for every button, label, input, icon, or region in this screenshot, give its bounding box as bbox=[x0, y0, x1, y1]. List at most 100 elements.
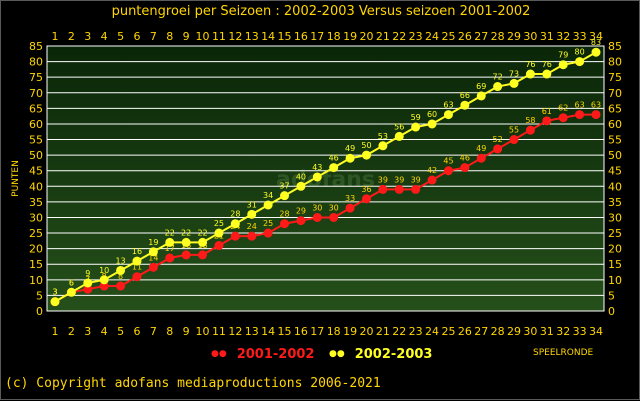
y-tick-label-right: 25 bbox=[608, 227, 622, 240]
y-tick-label-left: 10 bbox=[29, 274, 43, 287]
data-label-2001-2002: 30 bbox=[312, 203, 322, 212]
data-label-2002-2003: 72 bbox=[493, 73, 503, 82]
y-tick-label-left: 70 bbox=[29, 87, 43, 100]
data-point-2002-2003 bbox=[181, 237, 191, 247]
plot-area bbox=[47, 46, 604, 311]
y-tick-label-right: 20 bbox=[608, 243, 622, 256]
x-tick-label-top: 6 bbox=[133, 30, 140, 43]
x-tick-label-top: 29 bbox=[507, 30, 521, 43]
y-tick-label-left: 85 bbox=[29, 40, 43, 53]
data-label-2001-2002: 39 bbox=[411, 175, 421, 184]
data-point-2001-2002 bbox=[312, 212, 322, 222]
y-tick-label-right: 10 bbox=[608, 274, 622, 287]
data-point-2002-2003 bbox=[214, 228, 224, 238]
x-tick-label-top: 3 bbox=[84, 30, 91, 43]
data-point-2002-2003 bbox=[99, 275, 109, 285]
data-point-2001-2002 bbox=[132, 272, 142, 282]
x-tick-label-top: 26 bbox=[458, 30, 472, 43]
data-point-2001-2002 bbox=[247, 231, 257, 241]
x-tick-label-top: 5 bbox=[117, 30, 124, 43]
y-tick-label-right: 85 bbox=[608, 40, 622, 53]
data-label-2001-2002: 36 bbox=[361, 185, 371, 194]
data-point-2001-2002 bbox=[443, 166, 453, 176]
data-point-2001-2002 bbox=[411, 184, 421, 194]
x-tick-label-top: 32 bbox=[556, 30, 570, 43]
series-line-2002-2003 bbox=[54, 51, 597, 303]
data-label-2001-2002: 58 bbox=[525, 116, 535, 125]
data-label-2002-2003: 53 bbox=[378, 132, 388, 141]
y-tick-label-right: 0 bbox=[608, 305, 615, 318]
data-point-2001-2002 bbox=[345, 203, 355, 213]
data-point-2002-2003 bbox=[509, 78, 519, 88]
data-label-2002-2003: 13 bbox=[115, 256, 125, 265]
data-label-2001-2002: 25 bbox=[263, 219, 273, 228]
data-point-2002-2003 bbox=[247, 209, 257, 219]
data-point-2001-2002 bbox=[542, 116, 552, 126]
legend-marker-yellow-icon: ●● bbox=[329, 349, 345, 359]
data-point-2002-2003 bbox=[525, 69, 535, 79]
data-label-2001-2002: 42 bbox=[427, 166, 437, 175]
data-point-2002-2003 bbox=[230, 219, 240, 229]
x-tick-label-top: 18 bbox=[327, 30, 341, 43]
x-tick-label-bottom: 14 bbox=[261, 325, 275, 338]
data-point-2002-2003 bbox=[575, 57, 585, 67]
data-label-2002-2003: 19 bbox=[148, 238, 158, 247]
data-point-2001-2002 bbox=[509, 135, 519, 145]
data-point-2001-2002 bbox=[361, 194, 371, 204]
x-tick-label-top: 10 bbox=[196, 30, 210, 43]
y-tick-label-left: 30 bbox=[29, 211, 43, 224]
x-tick-label-bottom: 32 bbox=[556, 325, 570, 338]
data-label-2002-2003: 49 bbox=[345, 144, 355, 153]
data-label-2002-2003: 9 bbox=[85, 269, 90, 278]
data-point-2002-2003 bbox=[329, 163, 339, 173]
data-label-2002-2003: 80 bbox=[575, 48, 585, 57]
data-label-2001-2002: 39 bbox=[394, 175, 404, 184]
data-point-2001-2002 bbox=[394, 184, 404, 194]
x-tick-label-bottom: 2 bbox=[68, 325, 75, 338]
data-point-2001-2002 bbox=[591, 110, 601, 120]
x-tick-label-bottom: 13 bbox=[245, 325, 259, 338]
data-point-2002-2003 bbox=[312, 172, 322, 182]
data-label-2002-2003: 16 bbox=[132, 247, 142, 256]
data-label-2002-2003: 79 bbox=[558, 51, 568, 60]
data-label-2001-2002: 63 bbox=[591, 101, 601, 110]
x-tick-label-bottom: 16 bbox=[294, 325, 308, 338]
data-label-2002-2003: 76 bbox=[525, 60, 535, 69]
data-label-2002-2003: 60 bbox=[427, 110, 437, 119]
data-label-2001-2002: 8 bbox=[118, 272, 123, 281]
data-label-2001-2002: 3 bbox=[52, 288, 57, 297]
data-label-2002-2003: 83 bbox=[591, 38, 601, 47]
x-tick-label-bottom: 25 bbox=[441, 325, 455, 338]
y-tick-label-left: 15 bbox=[29, 258, 43, 271]
data-point-2002-2003 bbox=[116, 265, 126, 275]
data-label-2001-2002: 63 bbox=[575, 101, 585, 110]
y-tick-label-left: 0 bbox=[36, 305, 43, 318]
x-tick-label-top: 17 bbox=[310, 30, 324, 43]
data-label-2001-2002: 30 bbox=[329, 203, 339, 212]
y-tick-label-right: 45 bbox=[608, 165, 622, 178]
data-point-2002-2003 bbox=[66, 287, 76, 297]
data-point-2002-2003 bbox=[427, 119, 437, 129]
x-tick-label-bottom: 23 bbox=[409, 325, 423, 338]
data-label-2002-2003: 46 bbox=[329, 154, 339, 163]
x-tick-label-bottom: 12 bbox=[228, 325, 242, 338]
data-point-2002-2003 bbox=[132, 256, 142, 266]
y-tick-label-left: 60 bbox=[29, 118, 43, 131]
x-tick-label-bottom: 17 bbox=[310, 325, 324, 338]
data-point-2001-2002 bbox=[263, 228, 273, 238]
x-tick-label-bottom: 24 bbox=[425, 325, 439, 338]
chart-title: puntengroei per Seizoen : 2002-2003 Vers… bbox=[111, 4, 531, 19]
y-tick-label-left: 20 bbox=[29, 243, 43, 256]
data-label-2001-2002: 33 bbox=[345, 194, 355, 203]
y-tick-label-right: 50 bbox=[608, 149, 622, 162]
data-point-2002-2003 bbox=[558, 60, 568, 70]
y-tick-label-right: 40 bbox=[608, 180, 622, 193]
x-tick-label-bottom: 8 bbox=[166, 325, 173, 338]
legend-item-2002-2003: ●● 2002-2003 bbox=[329, 346, 432, 362]
data-point-2002-2003 bbox=[361, 150, 371, 160]
data-label-2002-2003: 25 bbox=[214, 219, 224, 228]
x-tick-label-top: 23 bbox=[409, 30, 423, 43]
y-tick-label-left: 40 bbox=[29, 180, 43, 193]
x-tick-label-top: 9 bbox=[183, 30, 190, 43]
data-point-2001-2002 bbox=[296, 216, 306, 226]
